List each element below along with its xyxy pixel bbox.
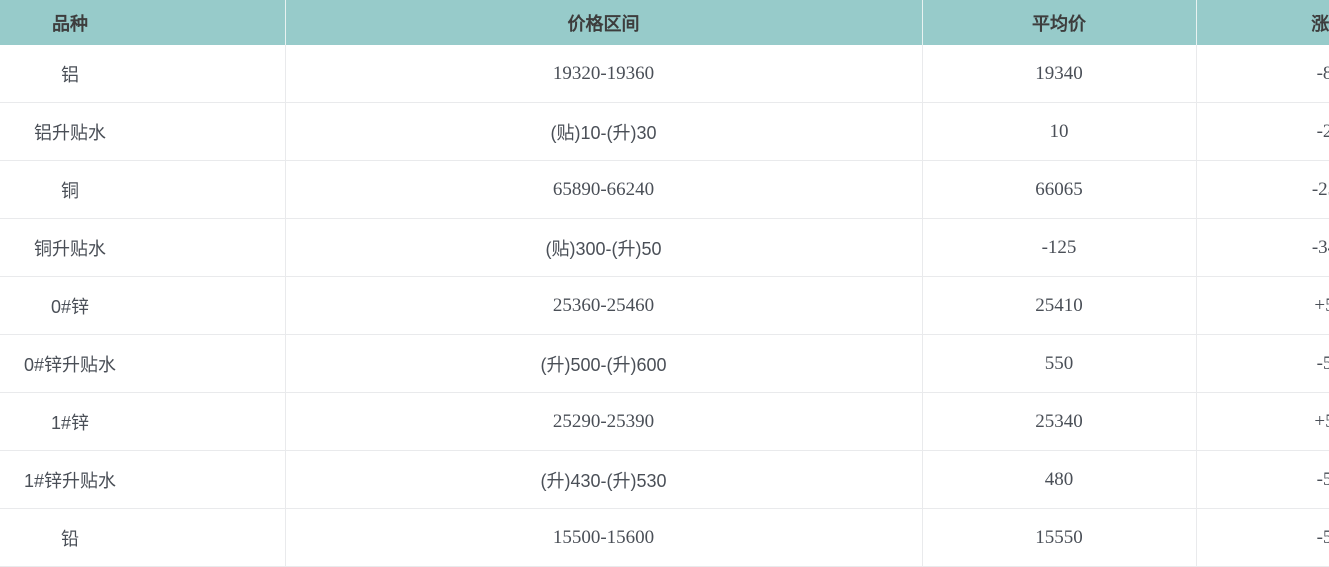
cell-variety: 铜: [0, 160, 286, 219]
cell-average-price: 10: [922, 102, 1197, 161]
cell-price-range: (升)500-(升)600: [285, 334, 923, 393]
cell-price-range: 15500-15600: [285, 508, 923, 567]
cell-variety-label: 1#锌: [50, 412, 90, 433]
cell-price-range: (升)430-(升)530: [285, 450, 923, 509]
table-row: 铜升贴水 (贴)300-(升)50-125-340: [0, 218, 1329, 277]
cell-average-price: 25410: [922, 276, 1197, 335]
cell-variety-label: 铅: [61, 528, 79, 549]
cell-variety-label: 0#锌升贴水: [23, 354, 117, 375]
cell-variety-label: 铝升贴水: [34, 122, 106, 143]
cell-variety: 铝升贴水: [0, 102, 286, 161]
cell-variety-label: 铝: [61, 64, 79, 85]
cell-change: -340: [1196, 218, 1329, 277]
cell-price-range: (贴)300-(升)50: [285, 218, 923, 277]
cell-variety-label: 0#锌: [50, 296, 90, 317]
cell-price-range: 25360-25460: [285, 276, 923, 335]
cell-variety: 铜升贴水: [0, 218, 286, 277]
cell-price-range: 25290-25390: [285, 392, 923, 451]
cell-average-price: -125: [922, 218, 1197, 277]
cell-change: -50: [1196, 334, 1329, 393]
cell-change: -250: [1196, 160, 1329, 219]
cell-variety: 1#锌升贴水: [0, 450, 286, 509]
cell-change: -20: [1196, 102, 1329, 161]
cell-variety: 0#锌升贴水: [0, 334, 286, 393]
cell-variety: 铝: [0, 45, 286, 103]
cell-change: +50: [1196, 276, 1329, 335]
cell-variety-label: 铜升贴水: [34, 238, 106, 259]
column-header-variety-label: 品种: [52, 13, 88, 34]
column-header-change: 涨跌: [1196, 0, 1329, 45]
cell-change: -50: [1196, 450, 1329, 509]
cell-variety: 0#锌: [0, 276, 286, 335]
cell-average-price: 550: [922, 334, 1197, 393]
cell-average-price: 19340: [922, 45, 1197, 103]
cell-change: -80: [1196, 45, 1329, 103]
cell-price-range: (贴)10-(升)30: [285, 102, 923, 161]
cell-average-price: 25340: [922, 392, 1197, 451]
cell-price-range: 19320-19360: [285, 45, 923, 103]
cell-variety: 1#锌: [0, 392, 286, 451]
cell-change: -50: [1196, 508, 1329, 567]
column-header-price-range: 价格区间: [285, 0, 923, 45]
cell-average-price: 15550: [922, 508, 1197, 567]
cell-variety-label: 1#锌升贴水: [23, 470, 117, 491]
column-header-variety: 品种: [0, 0, 286, 45]
column-header-average-price: 平均价: [922, 0, 1197, 45]
cell-variety-label: 铜: [61, 180, 79, 201]
cell-average-price: 480: [922, 450, 1197, 509]
cell-variety: 铅: [0, 508, 286, 567]
cell-change: +50: [1196, 392, 1329, 451]
table-header: 品种 价格区间 平均价 涨跌: [0, 0, 1329, 45]
cell-average-price: 66065: [922, 160, 1197, 219]
table-header-row: 品种 价格区间 平均价 涨跌: [0, 0, 1329, 45]
cell-price-range: 65890-66240: [285, 160, 923, 219]
